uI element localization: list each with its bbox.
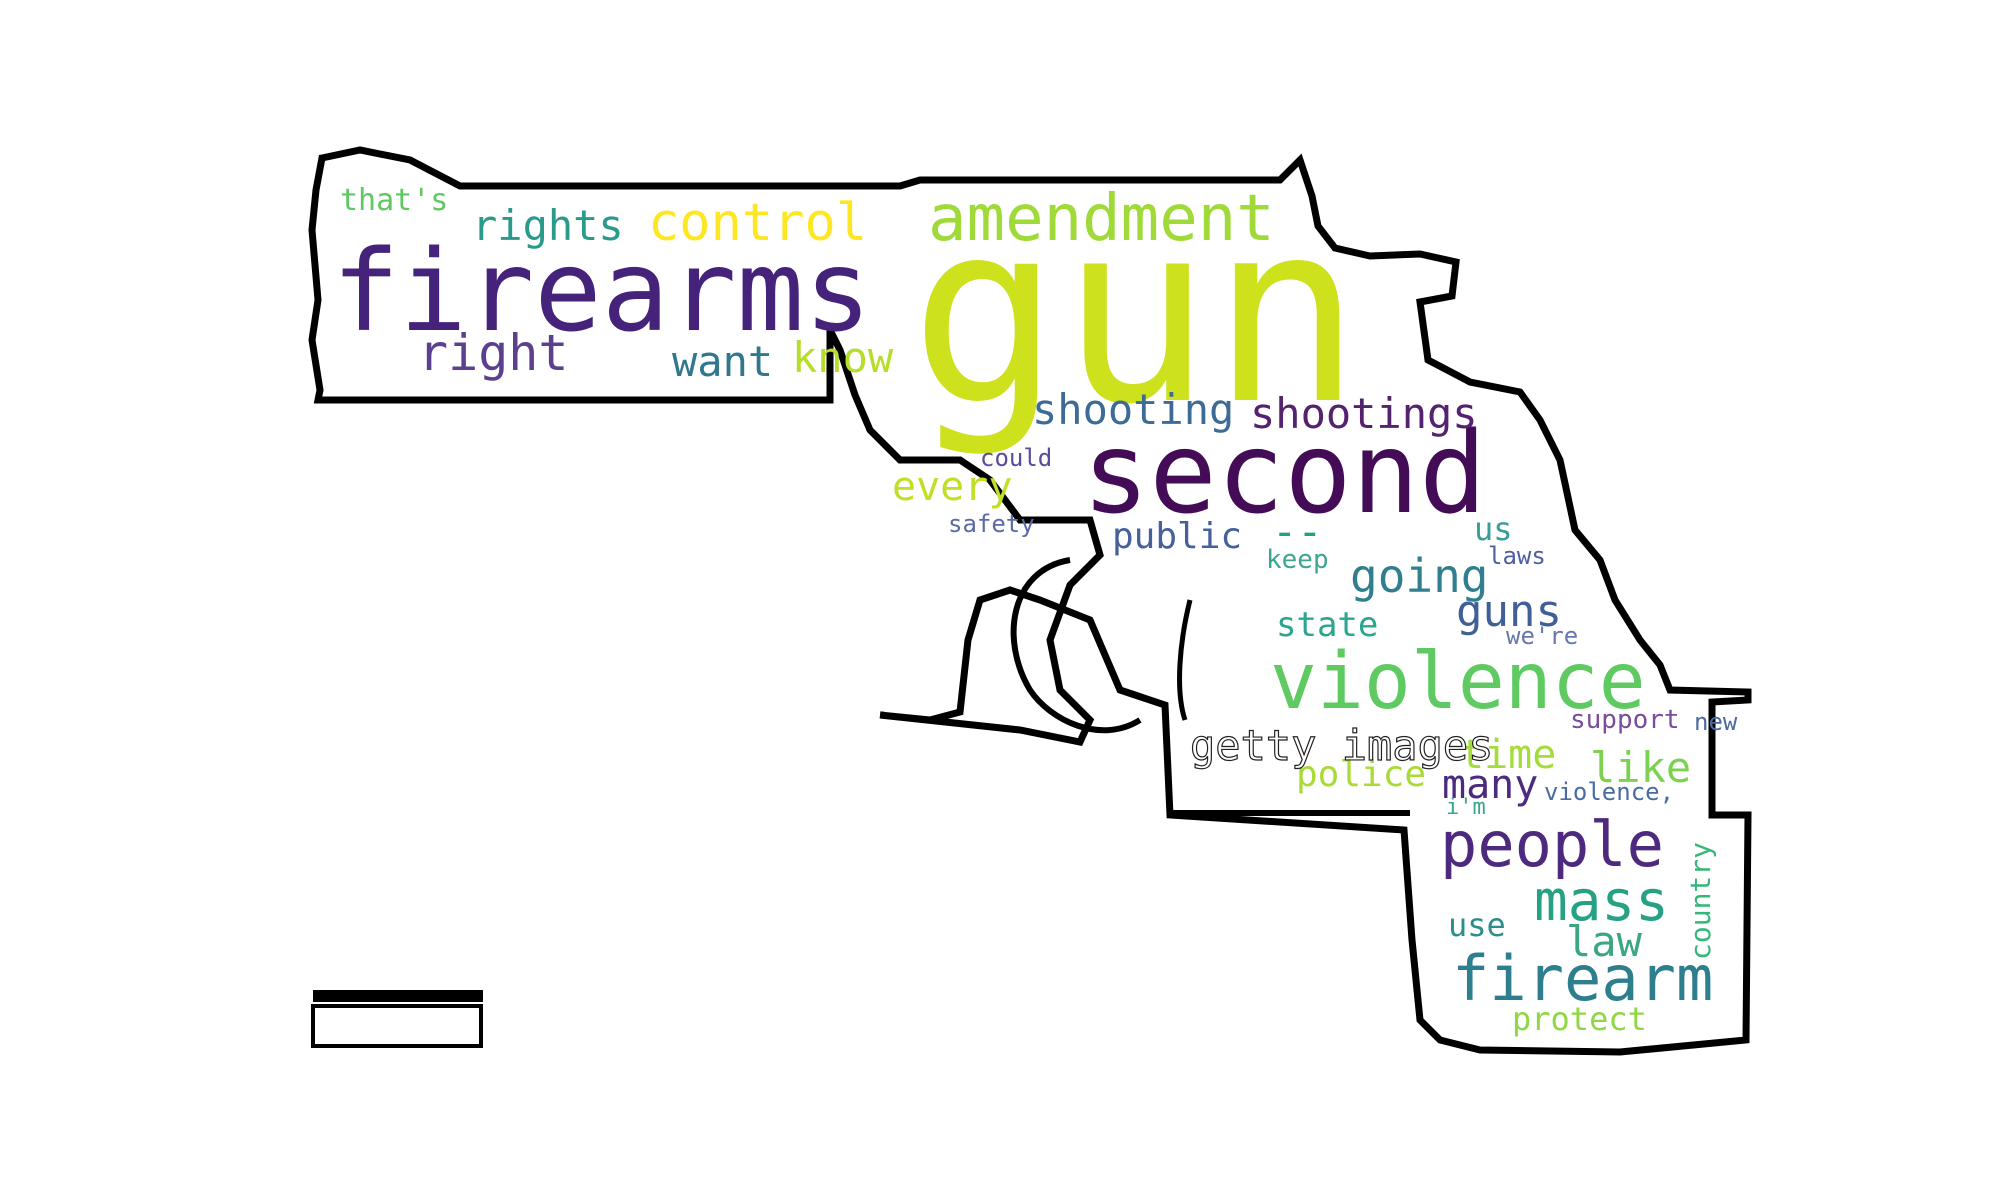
word-6: that's [340, 183, 448, 218]
word-15: public [1112, 516, 1242, 557]
word-2: second [1082, 409, 1487, 539]
word-26: new [1694, 708, 1738, 736]
word-10: shooting [1032, 385, 1234, 434]
word-24: violence [1270, 637, 1646, 727]
word-4: control [648, 193, 867, 253]
badge-top-bar [313, 990, 483, 1002]
word-5: rights [472, 201, 624, 250]
word-7: right [418, 324, 569, 382]
word-32: violence, [1544, 778, 1674, 806]
word-30: many [1442, 762, 1538, 808]
word-35: country [1684, 842, 1717, 960]
word-37: law [1566, 917, 1643, 966]
word-3: amendment [928, 182, 1275, 256]
word-34: mass [1534, 869, 1669, 934]
word-25: support [1570, 705, 1680, 735]
word-0: gun [910, 168, 1362, 459]
word-22: we're [1506, 622, 1578, 650]
trigger-outline [1177, 599, 1193, 721]
word-8: want [672, 337, 773, 386]
word-28: like [1590, 743, 1691, 792]
word-33: people [1440, 808, 1664, 881]
revolver-silhouette [308, 146, 1752, 1056]
word-13: every [892, 464, 1012, 510]
word-9: know [792, 333, 894, 382]
word-12: could [980, 444, 1052, 472]
word-17: us [1474, 510, 1513, 548]
word-39: protect [1512, 1000, 1647, 1038]
word-11: shootings [1250, 389, 1478, 438]
badge-box [311, 1004, 483, 1048]
word-38: firearm [1452, 942, 1713, 1015]
word-29: police [1296, 754, 1426, 795]
word-19: laws [1488, 542, 1546, 570]
word-36: use [1448, 906, 1506, 944]
word-27: time [1460, 732, 1556, 778]
trigger-guard-outline [1010, 557, 1142, 734]
word-18: keep [1266, 545, 1329, 575]
word-16: -- [1272, 507, 1323, 556]
word-layer: gunfirearmssecondamendmentcontrolrightst… [332, 168, 1738, 1038]
word-14: safety [948, 510, 1035, 538]
grip-bar-top [1170, 810, 1410, 816]
getty-images-watermark: getty images [1190, 721, 1493, 770]
word-20: going [1350, 549, 1488, 603]
word-21: guns [1456, 586, 1562, 637]
word-23: state [1276, 605, 1378, 645]
word-31: i'm [1446, 795, 1486, 820]
word-1: firearms [332, 227, 871, 357]
